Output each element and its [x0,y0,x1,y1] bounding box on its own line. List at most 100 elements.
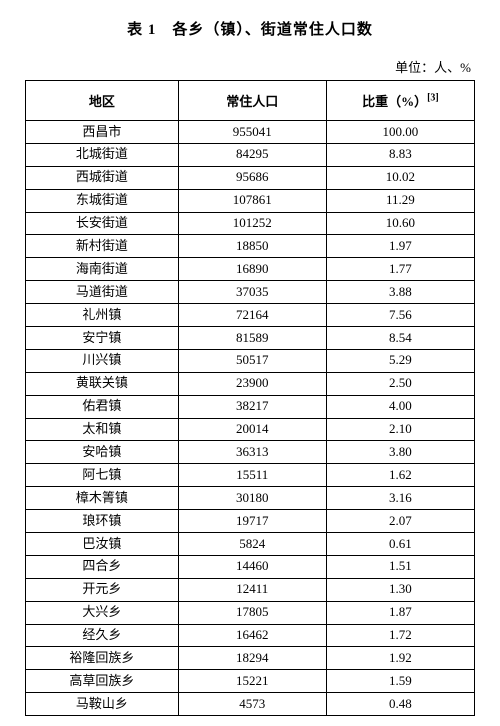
table-row: 巴汝镇58240.61 [26,533,475,556]
cell-percent: 1.77 [326,258,474,281]
cell-percent: 8.83 [326,143,474,166]
cell-population: 101252 [178,212,326,235]
cell-population: 81589 [178,327,326,350]
cell-population: 95686 [178,166,326,189]
cell-percent: 100.00 [326,121,474,144]
table-row: 北城街道842958.83 [26,143,475,166]
cell-region: 西城街道 [26,166,179,189]
cell-region: 裕隆回族乡 [26,647,179,670]
col-header-region: 地区 [26,81,179,121]
cell-percent: 1.97 [326,235,474,258]
cell-percent: 1.30 [326,578,474,601]
table-row: 开元乡124111.30 [26,578,475,601]
table-row: 西城街道9568610.02 [26,166,475,189]
cell-region: 新村街道 [26,235,179,258]
cell-region: 黄联关镇 [26,372,179,395]
cell-population: 37035 [178,281,326,304]
cell-population: 16462 [178,624,326,647]
cell-population: 18294 [178,647,326,670]
col-header-percent: 比重（%）[3] [326,81,474,121]
cell-population: 23900 [178,372,326,395]
cell-population: 107861 [178,189,326,212]
cell-percent: 1.72 [326,624,474,647]
cell-population: 30180 [178,487,326,510]
cell-region: 海南街道 [26,258,179,281]
cell-percent: 2.10 [326,418,474,441]
cell-population: 4573 [178,693,326,716]
cell-region: 安宁镇 [26,327,179,350]
cell-percent: 7.56 [326,304,474,327]
table-row: 裕隆回族乡182941.92 [26,647,475,670]
cell-region: 北城街道 [26,143,179,166]
unit-label: 单位：人、% [25,57,475,76]
cell-percent: 10.60 [326,212,474,235]
population-table: 地区 常住人口 比重（%）[3] 西昌市955041100.00北城街道8429… [25,80,475,716]
table-row: 高草回族乡152211.59 [26,670,475,693]
cell-percent: 1.87 [326,601,474,624]
cell-region: 四合乡 [26,555,179,578]
cell-percent: 5.29 [326,349,474,372]
cell-population: 50517 [178,349,326,372]
table-row: 黄联关镇239002.50 [26,372,475,395]
cell-region: 经久乡 [26,624,179,647]
cell-population: 19717 [178,510,326,533]
footnote-marker: [3] [427,93,439,104]
cell-population: 18850 [178,235,326,258]
cell-percent: 3.80 [326,441,474,464]
cell-region: 川兴镇 [26,349,179,372]
table-row: 四合乡144601.51 [26,555,475,578]
cell-population: 5824 [178,533,326,556]
cell-percent: 1.92 [326,647,474,670]
cell-region: 琅环镇 [26,510,179,533]
cell-percent: 8.54 [326,327,474,350]
col-header-population: 常住人口 [178,81,326,121]
cell-percent: 1.62 [326,464,474,487]
cell-percent: 11.29 [326,189,474,212]
table-row: 佑君镇382174.00 [26,395,475,418]
cell-region: 高草回族乡 [26,670,179,693]
cell-percent: 2.07 [326,510,474,533]
cell-percent: 4.00 [326,395,474,418]
cell-population: 12411 [178,578,326,601]
table-row: 东城街道10786111.29 [26,189,475,212]
cell-population: 36313 [178,441,326,464]
cell-population: 15221 [178,670,326,693]
cell-percent: 10.02 [326,166,474,189]
cell-population: 17805 [178,601,326,624]
cell-percent: 2.50 [326,372,474,395]
table-row: 海南街道168901.77 [26,258,475,281]
cell-population: 84295 [178,143,326,166]
table-row: 大兴乡178051.87 [26,601,475,624]
cell-population: 20014 [178,418,326,441]
table-row: 新村街道188501.97 [26,235,475,258]
table-row: 琅环镇197172.07 [26,510,475,533]
cell-population: 955041 [178,121,326,144]
table-row: 樟木箐镇301803.16 [26,487,475,510]
cell-population: 72164 [178,304,326,327]
cell-percent: 3.88 [326,281,474,304]
table-row: 马鞍山乡45730.48 [26,693,475,716]
cell-population: 16890 [178,258,326,281]
cell-population: 15511 [178,464,326,487]
table-row: 安宁镇815898.54 [26,327,475,350]
table-row: 安哈镇363133.80 [26,441,475,464]
table-row: 长安街道10125210.60 [26,212,475,235]
table-row: 马道街道370353.88 [26,281,475,304]
cell-region: 长安街道 [26,212,179,235]
cell-region: 樟木箐镇 [26,487,179,510]
cell-percent: 1.51 [326,555,474,578]
cell-region: 安哈镇 [26,441,179,464]
col-header-percent-text: 比重（%） [362,94,427,109]
table-row: 礼州镇721647.56 [26,304,475,327]
cell-population: 38217 [178,395,326,418]
cell-region: 阿七镇 [26,464,179,487]
header-row: 地区 常住人口 比重（%）[3] [26,81,475,121]
table-row: 西昌市955041100.00 [26,121,475,144]
cell-region: 太和镇 [26,418,179,441]
cell-region: 巴汝镇 [26,533,179,556]
table-row: 经久乡164621.72 [26,624,475,647]
cell-region: 马鞍山乡 [26,693,179,716]
cell-region: 佑君镇 [26,395,179,418]
cell-region: 开元乡 [26,578,179,601]
cell-percent: 0.61 [326,533,474,556]
